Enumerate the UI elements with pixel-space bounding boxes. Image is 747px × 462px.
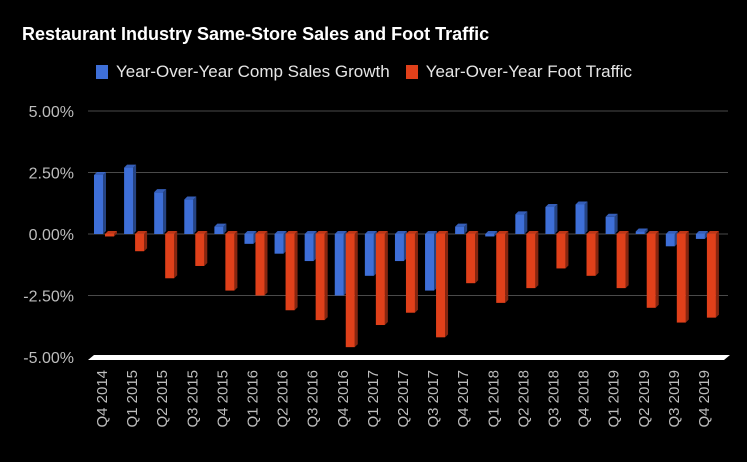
- bar-foot-traffic[interactable]: [466, 231, 479, 284]
- x-tick-label: Q1 2016: [245, 370, 262, 428]
- bar-foot-traffic[interactable]: [315, 231, 328, 321]
- bar-foot-traffic[interactable]: [345, 231, 358, 348]
- bar-comp-sales[interactable]: [304, 231, 317, 262]
- bar-foot-traffic[interactable]: [526, 231, 539, 289]
- legend-label-comp-sales: Year-Over-Year Comp Sales Growth: [116, 62, 390, 81]
- bar-comp-sales[interactable]: [184, 196, 197, 234]
- chart-floor: [88, 355, 730, 360]
- bar-comp-sales[interactable]: [635, 228, 648, 234]
- bar-comp-sales[interactable]: [244, 231, 257, 244]
- x-tick-label: Q4 2014: [94, 370, 111, 428]
- x-tick-label: Q2 2015: [154, 370, 171, 428]
- y-tick-label: 2.50%: [29, 166, 74, 183]
- x-tick-label: Q2 2016: [275, 370, 292, 428]
- bar-comp-sales[interactable]: [485, 231, 498, 237]
- x-tick-label: Q4 2018: [576, 370, 593, 428]
- bar-comp-sales[interactable]: [545, 203, 558, 234]
- x-tick-label: Q2 2019: [636, 370, 653, 428]
- bar-foot-traffic[interactable]: [496, 231, 509, 303]
- bar-foot-traffic[interactable]: [646, 231, 659, 308]
- bar-comp-sales[interactable]: [394, 231, 407, 262]
- x-tick-label: Q3 2017: [425, 370, 442, 428]
- x-tick-label: Q3 2018: [545, 370, 562, 428]
- bar-foot-traffic[interactable]: [255, 231, 268, 296]
- y-tick-label: -2.50%: [23, 289, 74, 306]
- x-axis-tick-labels: Q4 2014 Q1 2015 Q2 2015 Q3 2015 Q4 2015 Q1 20…: [94, 370, 713, 428]
- x-tick-label: Q3 2015: [184, 370, 201, 428]
- x-tick-label: Q4 2017: [455, 370, 472, 428]
- x-tick-label: Q3 2016: [305, 370, 322, 428]
- legend-swatch-comp-sales: [96, 65, 108, 79]
- bar-comp-sales[interactable]: [695, 231, 708, 239]
- legend-swatch-foot-traffic: [405, 65, 418, 79]
- y-tick-label: 0.00%: [29, 227, 74, 244]
- bar-foot-traffic[interactable]: [135, 231, 148, 252]
- bar-comp-sales[interactable]: [364, 231, 377, 276]
- y-axis-tick-labels: 5.00% 2.50% 0.00% -2.50% -5.00%: [23, 104, 74, 367]
- bar-comp-sales[interactable]: [425, 231, 438, 291]
- legend-item-comp-sales[interactable]: Year-Over-Year Comp Sales Growth: [96, 62, 390, 82]
- bar-foot-traffic[interactable]: [165, 231, 178, 279]
- bars: [94, 164, 719, 348]
- y-tick-label: 5.00%: [29, 104, 74, 121]
- x-tick-label: Q1 2018: [485, 370, 502, 428]
- legend-label-foot-traffic: Year-Over-Year Foot Traffic: [425, 62, 633, 81]
- legend: Year-Over-Year Comp Sales Growth Year-Ov…: [96, 62, 648, 82]
- bar-foot-traffic[interactable]: [285, 231, 298, 311]
- bar-comp-sales[interactable]: [154, 189, 167, 234]
- bar-foot-traffic[interactable]: [225, 231, 238, 291]
- bar-foot-traffic[interactable]: [195, 231, 208, 266]
- bar-foot-traffic[interactable]: [436, 231, 449, 338]
- bar-comp-sales[interactable]: [665, 231, 678, 247]
- x-tick-label: Q2 2017: [395, 370, 412, 428]
- bar-foot-traffic[interactable]: [676, 231, 689, 323]
- bar-comp-sales[interactable]: [214, 223, 227, 234]
- bar-comp-sales[interactable]: [334, 231, 347, 296]
- x-tick-label: Q4 2019: [696, 370, 713, 428]
- legend-item-foot-traffic[interactable]: Year-Over-Year Foot Traffic: [405, 62, 633, 82]
- chart-floor-plane: [88, 355, 730, 360]
- bar-comp-sales[interactable]: [94, 171, 106, 234]
- bar-foot-traffic[interactable]: [105, 231, 117, 237]
- x-tick-label: Q1 2017: [365, 370, 382, 428]
- bar-comp-sales[interactable]: [515, 211, 528, 234]
- bar-comp-sales[interactable]: [124, 164, 137, 234]
- x-tick-label: Q1 2019: [606, 370, 623, 428]
- bar-foot-traffic[interactable]: [375, 231, 388, 326]
- bar-foot-traffic[interactable]: [405, 231, 418, 313]
- bar-comp-sales[interactable]: [455, 223, 468, 234]
- x-tick-label: Q2 2018: [515, 370, 532, 428]
- bar-comp-sales[interactable]: [575, 201, 588, 234]
- x-tick-label: Q4 2016: [335, 370, 352, 428]
- x-tick-label: Q4 2015: [214, 370, 231, 428]
- x-tick-label: Q1 2015: [124, 370, 141, 428]
- x-tick-label: Q3 2019: [666, 370, 683, 428]
- bar-comp-sales[interactable]: [274, 231, 287, 254]
- y-tick-label: -5.00%: [23, 350, 74, 367]
- bar-foot-traffic[interactable]: [556, 231, 569, 269]
- chart-title: Restaurant Industry Same-Store Sales and…: [22, 24, 490, 44]
- bar-foot-traffic[interactable]: [586, 231, 599, 276]
- bar-foot-traffic[interactable]: [706, 231, 719, 318]
- bar-foot-traffic[interactable]: [616, 231, 629, 289]
- bar-comp-sales[interactable]: [605, 213, 618, 234]
